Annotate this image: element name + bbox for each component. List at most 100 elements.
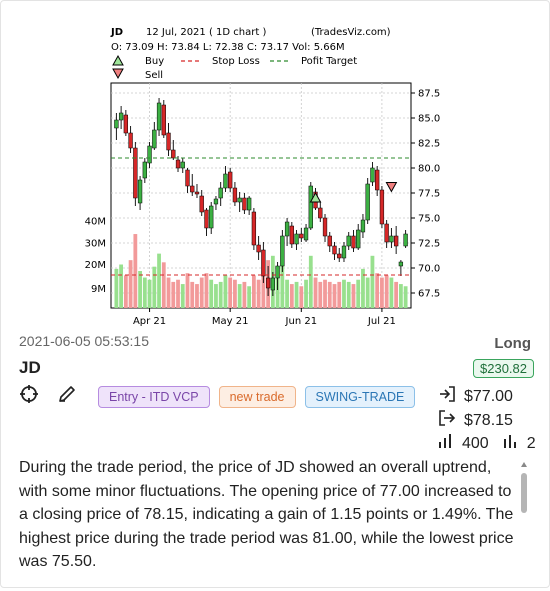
description-scrollbar[interactable] — [520, 459, 528, 587]
volume-tick-label: 20M — [85, 260, 106, 271]
candle-body — [308, 185, 313, 229]
volume-bar — [327, 281, 332, 308]
volume-bar — [351, 284, 356, 308]
candle-body — [346, 235, 351, 247]
volume-bar — [209, 279, 214, 308]
price-chart[interactable]: JD 12 Jul, 2021 ( 1D chart ) (TradesViz.… — [79, 23, 459, 328]
candle-body — [351, 235, 356, 249]
level-lines — [111, 157, 411, 276]
candle-body — [185, 169, 190, 187]
sell-marker — [385, 182, 398, 193]
candle-body — [161, 104, 166, 136]
candle-body — [218, 187, 223, 199]
buy-marker — [309, 191, 322, 203]
volume-bar — [223, 275, 228, 308]
exit-price: $78.15 — [464, 411, 513, 429]
candle-body — [237, 197, 242, 203]
candle-body — [398, 261, 404, 267]
volume-bar — [161, 262, 166, 308]
candle-body — [147, 145, 152, 164]
volume-bar — [308, 255, 313, 308]
tag-entry-strategy[interactable]: Entry - ITD VCP — [98, 386, 210, 408]
volume-bar — [346, 281, 351, 308]
price-tick-label: 75.0 — [418, 214, 440, 225]
price-tick-label: 72.5 — [418, 239, 440, 250]
volume-bar — [190, 281, 195, 308]
volume-bar — [138, 271, 142, 308]
candle-body — [213, 198, 219, 205]
volume-bar — [247, 286, 252, 308]
price-tick-label: 70.0 — [418, 264, 440, 275]
chart-svg: JD 12 Jul, 2021 ( 1D chart ) (TradesViz.… — [85, 27, 441, 327]
candle-body — [403, 233, 408, 247]
price-tick-label: 87.5 — [418, 89, 440, 100]
candle-body — [118, 112, 124, 121]
exit-arrow-icon — [438, 409, 456, 432]
volume-bar — [114, 268, 119, 308]
volume-bar — [119, 264, 124, 308]
entry-price-row: $77.00 — [438, 385, 513, 408]
volume-bar — [214, 284, 218, 308]
volume-bar — [384, 275, 389, 308]
candle-body — [360, 219, 366, 233]
candle-body — [303, 227, 309, 241]
candle-body — [137, 179, 143, 204]
volume-bar — [332, 284, 337, 308]
crosshair-icon[interactable] — [19, 384, 39, 404]
candle-body — [180, 161, 185, 169]
trade-ticker[interactable]: JD — [19, 358, 41, 377]
trade-side: Long — [494, 335, 531, 352]
candle-body — [289, 225, 294, 245]
volume-bar — [237, 284, 242, 308]
entry-price: $77.00 — [464, 387, 513, 405]
candle-body — [190, 185, 195, 193]
candle-body — [337, 253, 342, 259]
candle-body — [251, 211, 257, 246]
volume-bar — [389, 277, 394, 308]
volume-bar — [233, 279, 237, 308]
candle-body — [365, 183, 370, 221]
volume-bar — [171, 281, 176, 308]
tag-swing-trade[interactable]: SWING-TRADE — [304, 386, 416, 408]
candle-body — [246, 197, 252, 211]
candle-body — [299, 233, 304, 239]
candle-body — [265, 277, 271, 289]
volume-bar — [342, 279, 346, 308]
candle-body — [256, 244, 261, 253]
volume-bar — [256, 279, 261, 308]
candle-body — [327, 235, 332, 247]
volume-bar — [228, 277, 233, 308]
volume-bar — [289, 284, 294, 308]
volume-bar — [337, 281, 342, 308]
volume-bar — [199, 277, 204, 308]
volume-bar — [403, 286, 408, 308]
price-tick-label: 67.5 — [418, 289, 440, 300]
candle-body — [232, 187, 238, 203]
volume-bar — [323, 279, 327, 308]
candle-body — [270, 277, 276, 291]
candle-body — [156, 102, 162, 131]
candlesticks — [114, 98, 408, 296]
candle-body — [128, 132, 133, 149]
volume-bar — [365, 277, 370, 308]
volume-tick-label: 30M — [85, 238, 106, 249]
candle-body — [152, 129, 157, 149]
candle-body — [341, 245, 347, 259]
volume-bar — [356, 279, 361, 308]
volume-bar — [275, 273, 280, 308]
volume-tick-label: 40M — [85, 217, 106, 228]
candle-body — [384, 223, 389, 243]
candle-body — [133, 147, 138, 199]
edit-pencil-icon[interactable] — [57, 384, 77, 404]
volume-bar — [157, 253, 161, 308]
tag-new-trade[interactable]: new trade — [218, 386, 296, 408]
volume-bar — [180, 284, 185, 308]
candle-body — [142, 161, 147, 179]
date-tick-label: Jun 21 — [285, 316, 318, 327]
date-tick-label: Jul 21 — [367, 316, 396, 327]
volume-bar — [304, 279, 308, 308]
volume-bar — [242, 281, 247, 308]
volume-bar — [294, 281, 299, 308]
candle-body — [284, 221, 290, 237]
